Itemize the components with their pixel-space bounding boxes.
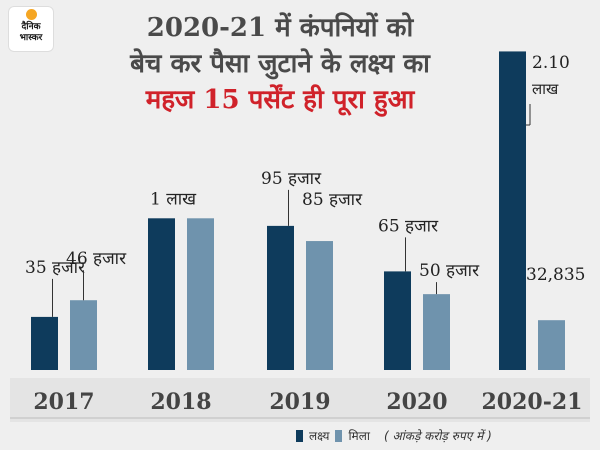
bar-target xyxy=(384,271,411,370)
title-line-1: 2020-21 में कंपनियों को xyxy=(146,13,414,43)
data-label-achieved: 85 हजार xyxy=(302,190,363,210)
data-label-target: 35 हजार xyxy=(25,258,86,278)
bar-achieved xyxy=(306,241,333,370)
logo-line-2: भास्कर xyxy=(19,33,43,43)
bar-target xyxy=(267,225,294,370)
category-label: 2019 xyxy=(269,389,330,415)
dainik-bhaskar-logo: दैनिक भास्कर xyxy=(8,6,54,52)
data-label-achieved: 32,835 xyxy=(526,265,585,285)
bar-target xyxy=(148,218,175,370)
data-label-achieved: 50 हजार xyxy=(419,261,480,281)
bar-achieved xyxy=(187,218,214,370)
category-label: 2018 xyxy=(150,389,211,415)
legend-swatch-target xyxy=(296,429,303,442)
category-label: 2020-21 xyxy=(482,389,583,415)
bar-achieved xyxy=(538,320,565,370)
data-label-target: 65 हजार xyxy=(378,216,439,236)
legend-label-achieved: मिला xyxy=(348,429,370,443)
axis-band xyxy=(10,378,590,422)
bar-target xyxy=(31,316,58,370)
title-line-2: बेच कर पैसा जुटाने के लक्ष्य का xyxy=(130,49,430,79)
legend-label-target: लक्ष्य xyxy=(309,429,330,443)
bar-target xyxy=(499,51,526,371)
sun-icon xyxy=(26,9,37,20)
title-line-3: महज 15 पर्सेंट ही पूरा हुआ xyxy=(145,85,415,115)
bar-achieved xyxy=(423,294,450,370)
data-label-achieved: 46 हजार xyxy=(66,249,127,269)
chart-title: 2020-21 में कंपनियों को बेच कर पैसा जुटा… xyxy=(70,10,490,118)
legend-swatch-achieved xyxy=(335,429,343,442)
data-label-target: 2.10 xyxy=(532,53,570,73)
bar-achieved xyxy=(70,300,97,370)
logo-line-1: दैनिक xyxy=(21,22,41,32)
category-label: 2017 xyxy=(33,389,94,415)
data-label-target: 1 लाख xyxy=(150,189,197,209)
data-label-target: 95 हजार xyxy=(261,169,322,189)
unit-note: ( आंकड़े करोड़ रुपए में ) xyxy=(383,429,492,443)
category-label: 2020 xyxy=(386,389,447,415)
legend: लक्ष्य मिला ( आंकड़े करोड़ रुपए में ) xyxy=(296,427,492,444)
data-label-target-unit: लाख xyxy=(532,80,559,98)
